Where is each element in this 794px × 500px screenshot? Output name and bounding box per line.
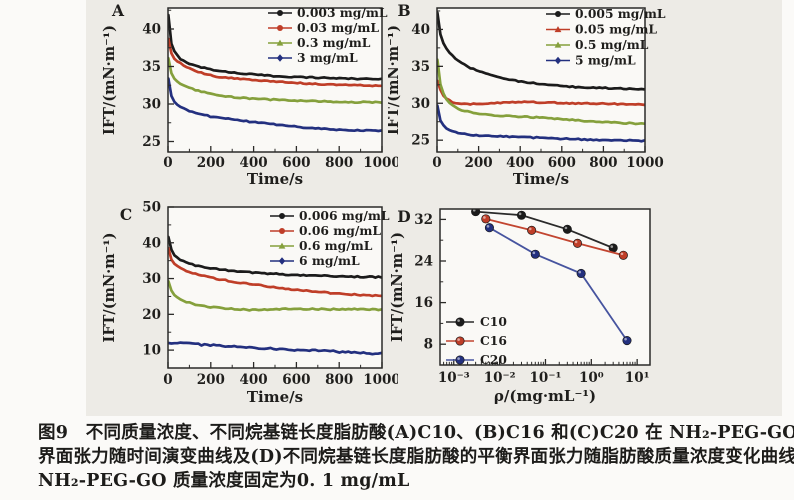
svg-text:0.06 mg/mL: 0.06 mg/mL (299, 223, 381, 238)
svg-text:10⁰: 10⁰ (579, 370, 604, 386)
svg-text:16: 16 (414, 295, 433, 311)
svg-text:40: 40 (142, 22, 161, 38)
panel-c-ift-time-chart: 0 200 400 600 800 1000 10 20 30 40 50 Time/s IFT/(mN… (101, 200, 398, 407)
svg-text:0.03 mg/mL: 0.03 mg/mL (297, 20, 379, 35)
svg-text:1000: 1000 (363, 155, 398, 171)
svg-text:C20: C20 (480, 352, 507, 367)
svg-text:5 mg/mL: 5 mg/mL (575, 53, 636, 68)
svg-text:10⁻²: 10⁻² (484, 370, 516, 386)
svg-text:IFT/(mN·m⁻¹): IFT/(mN·m⁻¹) (101, 25, 118, 135)
svg-text:0: 0 (432, 155, 441, 171)
svg-text:30: 30 (142, 271, 161, 287)
svg-text:0.003 mg/mL: 0.003 mg/mL (297, 5, 388, 20)
svg-text:10¹: 10¹ (625, 370, 650, 386)
svg-text:800: 800 (589, 155, 617, 171)
svg-text:30: 30 (411, 96, 430, 112)
svg-text:A: A (111, 1, 125, 20)
svg-text:C10: C10 (480, 314, 507, 329)
svg-text:600: 600 (282, 155, 310, 171)
figure-caption: 图9 不同质量浓度、不同烷基链长度脂肪酸(A)C10、(B)C16 和(C)C2… (38, 421, 794, 493)
svg-text:20: 20 (142, 307, 161, 323)
svg-text:Time/s: Time/s (247, 170, 303, 188)
svg-text:800: 800 (325, 155, 353, 171)
caption-line-2: 界面张力随时间演变曲线及(D)不同烷基链长度脂肪酸的平衡界面张力随脂肪酸质量浓度… (38, 447, 794, 467)
panel-d-ift-concentration-chart: 10⁻³ 10⁻² 10⁻¹ 10⁰ 10¹ 8 16 24 32 ρ/(mg·mL⁻¹) IFT/… (389, 207, 651, 405)
svg-text:ρ/(mg·mL⁻¹): ρ/(mg·mL⁻¹) (494, 387, 596, 405)
svg-text:IFT/(mN·m⁻¹): IFT/(mN·m⁻¹) (389, 232, 406, 342)
svg-text:0.006 mg/mL: 0.006 mg/mL (299, 208, 390, 223)
svg-text:0.05 mg/mL: 0.05 mg/mL (575, 22, 657, 37)
svg-text:0.6 mg/mL: 0.6 mg/mL (299, 238, 373, 253)
svg-text:400: 400 (506, 155, 534, 171)
svg-text:200: 200 (197, 372, 225, 388)
svg-text:600: 600 (282, 372, 310, 388)
svg-text:35: 35 (411, 59, 430, 75)
svg-text:24: 24 (414, 254, 433, 270)
svg-text:C: C (120, 205, 132, 224)
svg-text:10⁻³: 10⁻³ (438, 370, 470, 386)
svg-text:0: 0 (163, 372, 172, 388)
svg-text:25: 25 (142, 134, 161, 150)
svg-text:Time/s: Time/s (513, 170, 569, 188)
panel-b-ift-time-chart: 0 200 400 600 800 1000 25 30 35 40 Time/s IFT/(mN·m… (388, 1, 666, 188)
svg-text:0: 0 (163, 155, 172, 171)
svg-text:200: 200 (197, 155, 225, 171)
svg-text:B: B (397, 1, 410, 20)
svg-text:10: 10 (142, 343, 161, 359)
svg-text:1000: 1000 (626, 155, 664, 171)
svg-text:3 mg/mL: 3 mg/mL (297, 50, 358, 65)
svg-text:800: 800 (325, 372, 353, 388)
caption-line-1: 图9 不同质量浓度、不同烷基链长度脂肪酸(A)C10、(B)C16 和(C)C2… (38, 423, 794, 443)
svg-text:IFT/(mN·m⁻¹): IFT/(mN·m⁻¹) (388, 25, 402, 135)
svg-text:1000: 1000 (363, 372, 398, 388)
svg-text:50: 50 (142, 200, 161, 216)
svg-text:0.5 mg/mL: 0.5 mg/mL (575, 37, 649, 52)
svg-text:25: 25 (411, 133, 430, 149)
svg-text:35: 35 (142, 59, 161, 75)
svg-text:600: 600 (548, 155, 576, 171)
svg-text:C16: C16 (480, 333, 507, 348)
panel-a-ift-time-chart: 0 200 400 600 800 1000 25 30 35 40 Time/s IFT/(mN·m… (101, 1, 398, 188)
svg-text:200: 200 (465, 155, 493, 171)
svg-text:40: 40 (411, 22, 430, 38)
svg-text:IFT/(mN·m⁻¹): IFT/(mN·m⁻¹) (101, 233, 118, 343)
svg-text:400: 400 (240, 372, 268, 388)
caption-line-3: NH₂-PEG-GO 质量浓度固定为0. 1 mg/mL (38, 471, 410, 491)
svg-text:Time/s: Time/s (247, 388, 303, 406)
svg-text:D: D (397, 207, 410, 226)
svg-text:30: 30 (142, 97, 161, 113)
svg-text:8: 8 (424, 337, 433, 353)
svg-text:6 mg/mL: 6 mg/mL (299, 253, 360, 268)
svg-text:400: 400 (240, 155, 268, 171)
svg-text:0.3 mg/mL: 0.3 mg/mL (297, 35, 371, 50)
svg-text:10⁻¹: 10⁻¹ (530, 370, 562, 386)
svg-text:40: 40 (142, 235, 161, 251)
svg-text:0.005 mg/mL: 0.005 mg/mL (575, 6, 666, 21)
svg-text:32: 32 (414, 212, 433, 228)
